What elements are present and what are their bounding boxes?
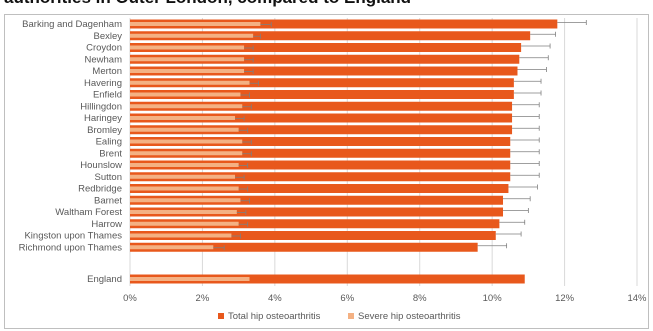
category-label: Redbridge <box>78 184 122 195</box>
severe-bar <box>130 104 243 109</box>
total-bar <box>130 160 511 170</box>
severe-bar <box>130 22 261 26</box>
x-tick-label: 12% <box>555 293 575 304</box>
category-label: Bromley <box>87 125 122 136</box>
total-bar <box>130 113 513 123</box>
total-bar <box>130 148 511 158</box>
chart-title: authorities in Outer London, compared to… <box>0 0 653 8</box>
category-label: Newham <box>85 54 123 65</box>
severe-bar <box>130 57 245 62</box>
x-tick-label: 2% <box>196 293 210 304</box>
total-bar <box>130 43 522 52</box>
category-label: Sutton <box>95 172 122 183</box>
severe-bar <box>130 127 239 132</box>
x-tick-label: 14% <box>627 293 647 304</box>
total-bar <box>130 242 478 252</box>
category-label: Brent <box>99 148 122 159</box>
category-label: Haringey <box>84 113 122 124</box>
total-bar <box>130 19 558 29</box>
severe-bar <box>130 198 241 203</box>
total-bar <box>130 207 504 217</box>
total-bar <box>130 195 504 205</box>
x-tick-label: 8% <box>413 293 427 304</box>
x-tick-label: 10% <box>483 293 503 304</box>
category-label: Bexley <box>93 31 122 42</box>
total-bar <box>130 137 511 146</box>
category-label: Kingston upon Thames <box>24 231 122 242</box>
total-bar <box>130 31 531 41</box>
category-label: Waltham Forest <box>55 207 122 218</box>
severe-bar <box>130 163 239 167</box>
severe-bar <box>130 221 239 226</box>
x-tick-label: 0% <box>123 293 137 304</box>
category-label: Enfield <box>93 90 122 101</box>
category-label: Havering <box>84 78 122 89</box>
severe-bar <box>130 45 245 50</box>
total-bar <box>130 78 514 88</box>
severe-bar <box>130 210 237 214</box>
chart-frame <box>4 14 649 329</box>
severe-bar <box>130 245 214 250</box>
category-label: Ealing <box>96 137 122 148</box>
total-bar <box>130 101 513 111</box>
legend-swatch-severe <box>348 313 354 319</box>
total-bar <box>130 54 520 64</box>
total-bar <box>130 274 525 284</box>
total-bar <box>130 125 513 135</box>
severe-bar <box>130 233 232 238</box>
severe-bar <box>130 174 236 179</box>
total-bar <box>130 66 518 76</box>
category-label: Harrow <box>91 219 122 230</box>
category-label: Croydon <box>86 43 122 54</box>
category-label: Merton <box>92 66 122 77</box>
severe-bar <box>130 186 239 191</box>
legend-label-severe: Severe hip osteoarthritis <box>358 311 461 322</box>
total-bar <box>130 172 511 182</box>
x-tick-label: 4% <box>268 293 282 304</box>
category-label: Barking and Dagenham <box>22 19 122 30</box>
severe-bar <box>130 92 241 97</box>
legend-label-total: Total hip osteoarthritis <box>228 311 321 322</box>
chart-title-area: authorities in Outer London, compared to… <box>0 0 653 14</box>
severe-bar <box>130 139 243 144</box>
category-label: Hillingdon <box>80 101 122 112</box>
category-label: Barnet <box>94 195 122 206</box>
total-bar <box>130 219 500 229</box>
severe-bar <box>130 277 250 281</box>
severe-bar <box>130 33 254 38</box>
severe-bar <box>130 69 245 73</box>
legend-swatch-total <box>218 313 224 319</box>
severe-bar <box>130 116 236 120</box>
total-bar <box>130 90 514 99</box>
total-bar <box>130 231 496 240</box>
severe-bar <box>130 151 243 156</box>
severe-bar <box>130 80 250 85</box>
category-label: Hounslow <box>80 160 122 171</box>
category-label: Richmond upon Thames <box>19 242 123 253</box>
total-bar <box>130 184 509 193</box>
x-tick-label: 6% <box>340 293 354 304</box>
category-label: England <box>87 274 122 285</box>
